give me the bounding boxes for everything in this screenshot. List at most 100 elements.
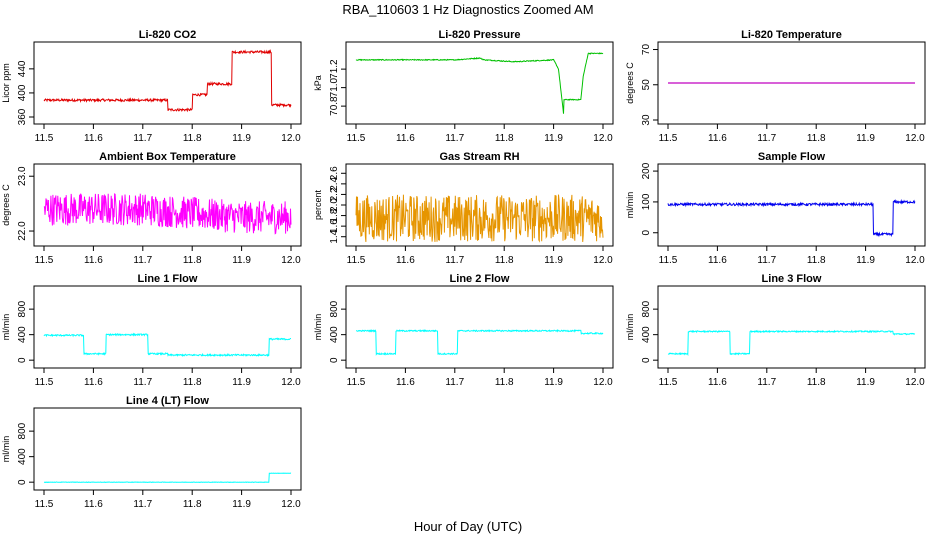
x-tick-label: 11.6	[396, 255, 415, 266]
x-tick-label: 11.8	[807, 377, 826, 388]
y-tick-label: 400	[17, 326, 28, 343]
y-tick-label: 1.4	[329, 229, 340, 243]
series-line-1	[43, 193, 292, 235]
x-tick-label: 11.9	[232, 377, 251, 388]
panel-6: Sample Flow ml/min 11.5 11.6 11.7 11.8 11.9 12.…	[625, 151, 926, 266]
x-tick-label: 11.7	[445, 377, 464, 388]
y-tick-label: 440	[17, 60, 28, 77]
y-axis-label: ml/min	[625, 192, 635, 219]
x-tick-label: 11.7	[133, 133, 152, 144]
panel-1: Li-820 CO2 Licor ppm 11.5 11.6 11.7 11.8 11.9 1…	[1, 29, 302, 144]
x-tick-label: 11.7	[445, 255, 464, 266]
y-tick-label: 70	[641, 44, 652, 56]
y-tick-label: 800	[17, 300, 28, 317]
y-axis-label: ml/min	[313, 314, 323, 341]
x-tick-label: 11.9	[232, 133, 251, 144]
panel-title: Li-820 Pressure	[439, 29, 521, 41]
panel-title: Line 2 Flow	[450, 273, 510, 285]
panel-title: Line 3 Flow	[762, 273, 822, 285]
y-tick-label: 22.0	[17, 221, 28, 241]
x-tick-label: 11.6	[396, 377, 415, 388]
panel-4: Ambient Box Temperature degrees C 11.5 11.6…	[1, 151, 302, 266]
x-tick-label: 11.7	[133, 255, 152, 266]
x-tick-label: 11.7	[757, 133, 776, 144]
x-tick-label: 12.0	[593, 133, 613, 144]
x-tick-label: 11.5	[35, 377, 54, 388]
y-tick-label: 400	[329, 326, 340, 343]
x-tick-label: 12.0	[593, 255, 613, 266]
x-tick-label: 11.5	[347, 133, 366, 144]
y-tick-label: 71.2	[329, 59, 340, 79]
y-axis-label: ml/min	[1, 436, 11, 463]
x-tick-label: 11.9	[544, 255, 563, 266]
plot-frame	[345, 285, 614, 369]
x-tick-label: 11.8	[495, 255, 514, 266]
x-tick-label: 11.9	[544, 133, 563, 144]
x-tick-label: 11.8	[495, 377, 514, 388]
panel-title: Sample Flow	[758, 151, 826, 163]
plot-frame	[33, 41, 302, 125]
series-line-1	[355, 194, 604, 243]
x-tick-label: 12.0	[281, 377, 301, 388]
series-line-1	[43, 472, 292, 484]
y-tick-label: 71.0	[329, 77, 340, 97]
panel-2: Li-820 Pressure kPa 11.5 11.6 11.7 11.8 11.9 12…	[313, 29, 614, 144]
x-tick-label: 11.8	[183, 255, 202, 266]
y-tick-label: 0	[17, 479, 28, 485]
x-tick-label: 11.9	[232, 499, 251, 510]
x-tick-label: 11.5	[659, 377, 678, 388]
y-axis-label: kPa	[313, 75, 323, 91]
x-tick-label: 12.0	[281, 255, 301, 266]
y-tick-label: 23.0	[17, 166, 28, 186]
panels: Li-820 CO2 Licor ppm 11.5 11.6 11.7 11.8 11.9 1…	[1, 29, 926, 510]
x-tick-label: 11.5	[659, 255, 678, 266]
x-tick-label: 11.7	[133, 499, 152, 510]
x-tick-label: 11.6	[708, 255, 727, 266]
panel-9: Line 3 Flow ml/min 11.5 11.6 11.7 11.8 11.9 12.…	[625, 273, 926, 388]
panel-10: Line 4 (LT) Flow ml/min 11.5 11.6 11.7 11.8 11…	[1, 395, 302, 510]
y-tick-label: 0	[329, 357, 340, 363]
series-line-1	[667, 329, 916, 357]
x-tick-label: 11.8	[183, 133, 202, 144]
series-line-1	[356, 329, 604, 356]
figure-title: RBA_110603 1 Hz Diagnostics Zoomed AM	[342, 2, 593, 17]
y-tick-label: 100	[641, 193, 652, 210]
y-axis-label: ml/min	[1, 314, 11, 341]
panel-title: Li-820 Temperature	[741, 29, 842, 41]
y-axis-label: percent	[313, 189, 323, 220]
panel-title: Line 1 Flow	[138, 273, 198, 285]
x-tick-label: 12.0	[281, 133, 301, 144]
y-tick-label: 1.6	[329, 219, 340, 233]
x-tick-label: 12.0	[905, 133, 925, 144]
x-tick-label: 12.0	[593, 377, 613, 388]
panel-7: Line 1 Flow ml/min 11.5 11.6 11.7 11.8 11.9 12.…	[1, 273, 302, 388]
y-tick-label: 50	[641, 79, 652, 91]
panel-title: Gas Stream RH	[439, 151, 519, 163]
panel-5: Gas Stream RH percent 11.5 11.6 11.7 11.8 11.9…	[313, 151, 614, 266]
y-tick-label: 800	[641, 300, 652, 317]
panel-title: Li-820 CO2	[139, 29, 196, 41]
plot-frame	[33, 407, 302, 491]
y-axis-label: ml/min	[625, 314, 635, 341]
x-tick-label: 11.6	[708, 377, 727, 388]
plot-frame	[33, 163, 302, 247]
series-line-1	[43, 332, 291, 358]
x-tick-label: 11.5	[35, 133, 54, 144]
y-tick-label: 2.4	[329, 176, 340, 190]
x-tick-label: 11.9	[856, 133, 875, 144]
x-tick-label: 11.6	[84, 133, 103, 144]
panel-title: Ambient Box Temperature	[99, 151, 236, 163]
x-tick-label: 11.7	[757, 377, 776, 388]
x-tick-label: 11.8	[183, 499, 202, 510]
x-tick-label: 11.9	[856, 255, 875, 266]
x-tick-label: 11.8	[495, 133, 514, 144]
x-tick-label: 11.6	[84, 255, 103, 266]
y-tick-label: 0	[641, 357, 652, 363]
x-tick-label: 11.7	[445, 133, 464, 144]
y-tick-label: 800	[17, 422, 28, 439]
x-tick-label: 11.6	[396, 133, 415, 144]
x-tick-label: 11.8	[183, 377, 202, 388]
plot-frame	[657, 163, 926, 247]
x-tick-label: 11.5	[347, 255, 366, 266]
